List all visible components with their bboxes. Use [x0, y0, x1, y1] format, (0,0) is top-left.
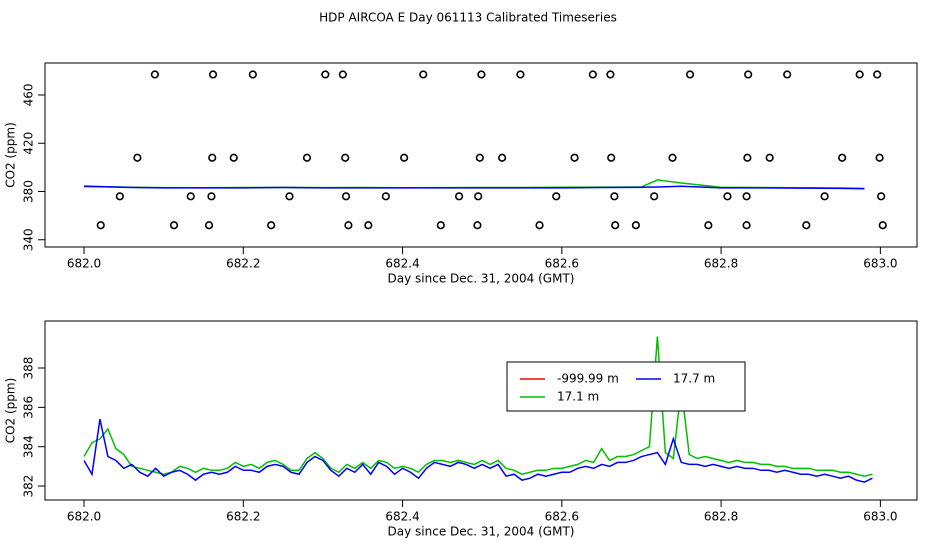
x-tick-label: 682.8	[704, 510, 738, 524]
point	[474, 192, 483, 201]
point	[115, 192, 124, 201]
plot-frame	[44, 320, 918, 501]
point	[400, 153, 409, 162]
point	[877, 192, 886, 201]
x-tick-label: 682.8	[704, 257, 738, 271]
point	[338, 70, 347, 79]
point	[186, 192, 195, 201]
point	[607, 153, 616, 162]
x-tick-label: 682.6	[545, 257, 579, 271]
point	[208, 153, 217, 162]
point	[267, 221, 276, 230]
point	[436, 221, 445, 230]
point	[611, 221, 620, 230]
y-axis-label: CO2 (ppm)	[4, 122, 18, 188]
legend-label: 17.7 m	[673, 372, 715, 386]
point	[248, 70, 257, 79]
point	[321, 70, 330, 79]
x-tick-label: 682.2	[226, 510, 260, 524]
point	[650, 192, 659, 201]
point	[802, 221, 811, 230]
point	[552, 192, 561, 201]
x-tick-label: 682.4	[385, 257, 419, 271]
x-tick-label: 683.0	[863, 510, 897, 524]
x-axis-label: Day since Dec. 31, 2004 (GMT)	[388, 525, 575, 539]
x-tick-label: 682.2	[226, 257, 260, 271]
y-tick-label: 386	[22, 396, 36, 419]
point	[875, 153, 884, 162]
x-axis-label: Day since Dec. 31, 2004 (GMT)	[388, 272, 575, 286]
y-tick-label: 380	[22, 180, 36, 203]
y-tick-label: 382	[22, 475, 36, 498]
point	[535, 221, 544, 230]
point	[723, 192, 732, 201]
point	[477, 70, 486, 79]
legend-box	[506, 361, 746, 412]
y-tick-label: 388	[22, 357, 36, 380]
point	[838, 153, 847, 162]
x-tick-label: 682.4	[385, 510, 419, 524]
y-tick-label: 384	[22, 435, 36, 458]
point	[207, 192, 216, 201]
point	[150, 70, 159, 79]
point	[516, 70, 525, 79]
point	[381, 192, 390, 201]
point	[473, 221, 482, 230]
point	[742, 221, 751, 230]
point	[668, 153, 677, 162]
point	[606, 70, 615, 79]
y-tick-label: 340	[22, 228, 36, 251]
point	[475, 153, 484, 162]
series-line	[83, 336, 873, 477]
x-tick-label: 682.6	[545, 510, 579, 524]
point	[820, 192, 829, 201]
series-line	[83, 418, 873, 483]
point	[743, 153, 752, 162]
legend-label: -999.99 m	[557, 372, 619, 386]
point	[744, 70, 753, 79]
series-line	[83, 185, 865, 190]
point	[96, 221, 105, 230]
point	[704, 221, 713, 230]
point	[341, 153, 350, 162]
point	[204, 221, 214, 230]
point	[229, 153, 238, 162]
point	[783, 70, 792, 79]
legend-label: 17.1 m	[557, 390, 599, 404]
point	[364, 221, 373, 230]
y-tick-label: 460	[22, 84, 36, 107]
point	[765, 153, 774, 162]
point	[169, 221, 179, 230]
x-tick-label: 683.0	[863, 257, 897, 271]
point	[855, 70, 864, 79]
point	[133, 153, 142, 162]
point	[285, 192, 294, 201]
point	[208, 70, 218, 79]
point	[742, 192, 751, 201]
point	[878, 221, 887, 230]
point	[419, 70, 428, 79]
plot-frame	[44, 62, 918, 248]
point	[498, 153, 507, 162]
point	[455, 192, 464, 201]
point	[588, 70, 597, 79]
point	[570, 153, 579, 162]
point	[631, 221, 640, 230]
chart-title: HDP AIRCOA E Day 061113 Calibrated Times…	[319, 11, 617, 25]
point	[341, 192, 351, 201]
point	[610, 192, 619, 201]
point	[302, 153, 312, 162]
point	[344, 221, 353, 230]
point	[685, 70, 695, 79]
x-tick-label: 682.0	[67, 510, 101, 524]
y-tick-label: 420	[22, 132, 36, 155]
x-tick-label: 682.0	[67, 257, 101, 271]
point	[873, 70, 882, 79]
y-axis-label: CO2 (ppm)	[4, 378, 18, 444]
